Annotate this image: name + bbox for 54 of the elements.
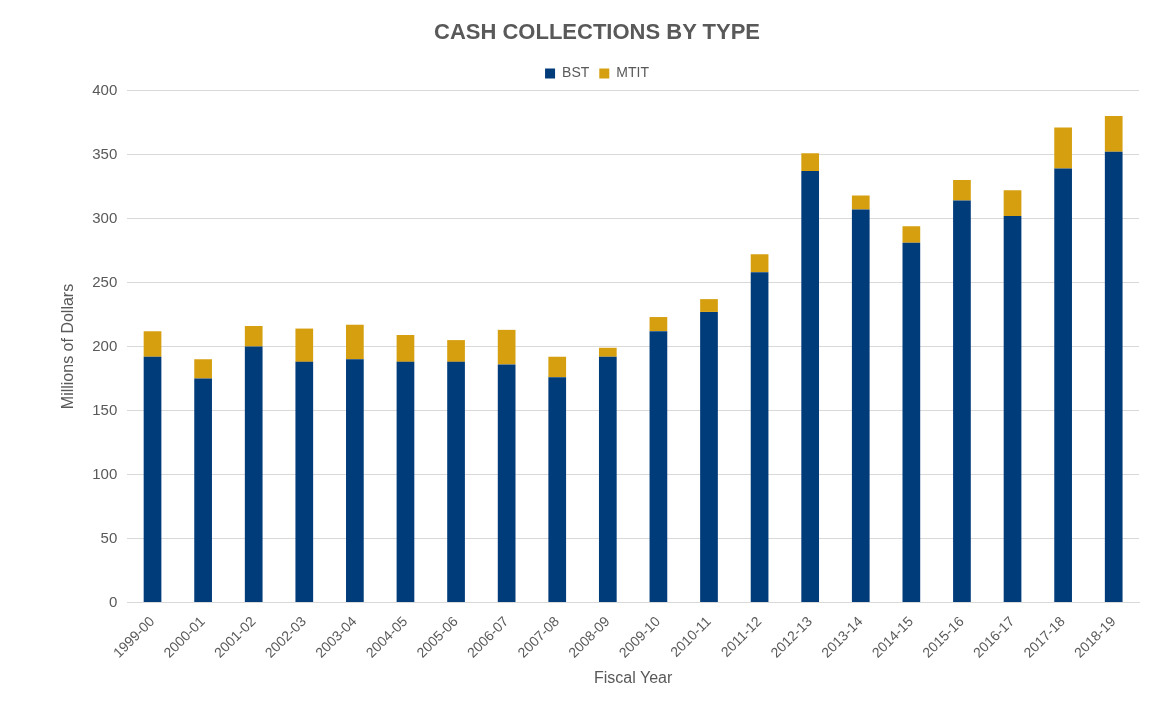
bar — [447, 361, 465, 603]
bar — [497, 364, 516, 603]
bar — [1003, 190, 1022, 216]
y-axis-title: Millions of Dollars — [59, 283, 77, 410]
y-tick-label: 150 — [92, 400, 118, 418]
bar — [396, 361, 415, 603]
bar — [548, 356, 567, 378]
bar — [851, 195, 870, 210]
y-tick-label: 250 — [92, 272, 118, 290]
y-tick-label: 350 — [92, 144, 118, 162]
bar — [295, 361, 314, 603]
y-tick-label: 100 — [92, 464, 118, 482]
bar — [953, 180, 971, 201]
bar — [1003, 215, 1022, 603]
y-tick-label: 50 — [100, 528, 118, 546]
bar — [700, 311, 718, 603]
bar — [598, 347, 617, 357]
bar — [598, 356, 617, 603]
bar — [1104, 116, 1123, 152]
bar — [396, 334, 415, 362]
bar — [750, 272, 769, 603]
y-tick-label: 200 — [92, 336, 118, 354]
bar — [801, 153, 820, 172]
bar — [548, 377, 567, 603]
chart-title: CASH COLLECTIONS BY TYPE — [434, 19, 760, 45]
bar — [902, 242, 921, 603]
legend-label: MTIT — [616, 64, 650, 81]
y-tick-label: 400 — [92, 80, 118, 98]
bar — [649, 317, 668, 332]
bar — [447, 340, 465, 362]
y-tick-label: 0 — [108, 592, 118, 610]
bar — [346, 324, 364, 360]
bar — [295, 328, 314, 362]
bar — [801, 171, 820, 603]
x-axis-title: Fiscal Year — [593, 668, 673, 686]
bar — [1104, 151, 1123, 603]
bar — [750, 254, 769, 273]
bar — [953, 200, 971, 603]
bar — [1054, 127, 1072, 169]
bar — [194, 378, 212, 603]
bar — [851, 209, 870, 603]
bar — [346, 359, 364, 603]
bar — [902, 226, 921, 243]
bar — [649, 331, 668, 603]
bar — [497, 329, 516, 365]
bar — [244, 346, 263, 603]
bar — [143, 331, 162, 357]
bar — [194, 359, 212, 379]
y-tick-label: 300 — [92, 208, 118, 226]
bar — [1054, 168, 1072, 603]
legend-label: BST — [562, 64, 590, 81]
bar — [143, 356, 162, 603]
bar — [700, 299, 718, 312]
bar — [244, 326, 263, 347]
